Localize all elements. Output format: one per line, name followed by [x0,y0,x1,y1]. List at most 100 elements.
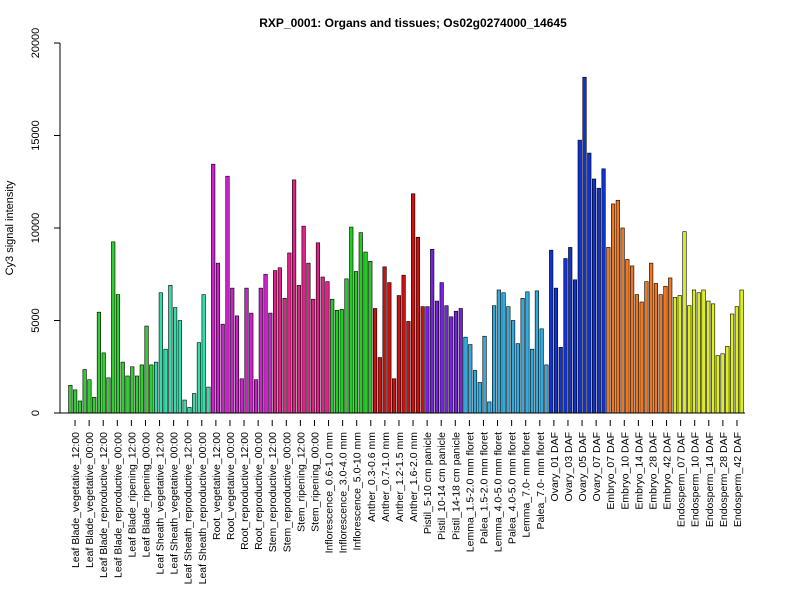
x-tick-label: Root_vegetative_00:00 [225,432,237,540]
bar [144,325,149,414]
bar [120,361,125,414]
x-tick-label: Inflorescence_3.0-4.0 mm [338,432,350,554]
bar [706,300,711,414]
bar [496,289,501,414]
bar [77,400,82,414]
bar [363,251,368,414]
x-tick-label: Palea_4.0-5.0 mm floret [507,432,519,544]
x-tick-label: Embryo_14 DAF [633,432,645,510]
bar [249,312,254,414]
y-tick-label: 20000 [30,28,42,59]
y-axis: 0 5000 10000 15000 20000 [30,28,61,416]
x-tick-label: Embryo_10 DAF [619,432,631,510]
bar [115,294,121,414]
bar [306,262,311,414]
x-tick-label: Inflorescence_0.6-1.0 mm [324,432,336,554]
x-tick-label: Lemma_7.0- mm floret [521,432,533,538]
bar [630,265,635,414]
bar [344,278,349,414]
bar [687,305,692,414]
bar [296,285,301,414]
x-tick-label: Palea_1.5-2.0 mm floret [478,432,490,544]
bar [315,242,320,414]
bar [611,203,616,414]
bar [701,289,706,414]
bar [392,378,397,414]
bar [163,348,168,414]
bar [625,259,630,414]
bar [154,361,159,414]
bar [173,307,178,414]
x-tick-label: Leaf Blade_reproductive_00:00 [112,432,124,578]
bar [68,384,73,414]
bar [506,306,511,414]
bar [73,389,78,414]
bar [472,370,478,414]
bar [211,163,216,414]
bar [320,276,325,414]
bar [682,231,687,414]
x-tick-label: Ovary_03 DAF [563,432,575,501]
bar [668,277,673,414]
y-tick-label: 0 [30,410,42,416]
bar [206,386,211,414]
bar [596,187,601,414]
bar [287,252,292,414]
bar [658,294,663,414]
bar [463,336,468,414]
bar [387,282,392,414]
bar [672,297,678,414]
bar [277,267,282,414]
bar [292,179,297,414]
bar [87,379,92,414]
x-tick-label: Lemma_1.5-2.0 mm floret [464,432,476,552]
bar [539,328,544,414]
bar [582,76,587,414]
bar [372,308,378,414]
bar [263,273,268,414]
x-tick-label: Leaf Sheath_vegetative_12:00 [155,432,167,575]
bar [520,297,525,414]
bar [101,352,106,414]
x-axis: Leaf Blade_vegetative_12:00 Leaf Blade_ve… [60,412,745,584]
bar [525,291,530,414]
x-tick-label: Pistil_10-14 cm panicle [436,432,448,540]
x-tick-label: Endosperm_07 DAF [676,432,688,527]
bar [258,287,263,414]
bar [368,260,373,414]
x-tick-label: Endosperm_10 DAF [690,432,702,527]
bar [644,281,649,414]
bar [453,310,459,414]
x-tick-label: Endosperm_42 DAF [732,432,744,527]
bar [572,279,578,414]
bar [420,306,425,414]
x-tick-label: Inflorescence_5.0-10 mm [352,432,364,551]
bar [563,258,568,414]
chart-title: RXP_0001: Organs and tissues; Os02g02740… [259,16,567,30]
x-tick-label: Endosperm_28 DAF [718,432,730,527]
bar [382,266,387,414]
x-tick-label: Stem_reproductive_00:00 [281,432,293,552]
x-tick-label: Embryo_42 DAF [662,432,674,510]
bar [201,294,206,414]
x-tick-label: Pistil_5-10 cm panicle [422,432,434,534]
bar [558,347,563,414]
bar [244,287,249,414]
bar [134,375,140,414]
bar [501,292,506,414]
x-tick-label: Pistil_14-18 cm panicle [450,432,462,540]
y-axis-label: Cy3 signal intensity [4,180,16,275]
x-tick-label: Root_reproductive_00:00 [253,432,265,550]
bar [158,292,163,414]
bar [268,312,273,414]
bar [492,305,497,414]
bar [482,335,487,414]
x-tick-label: Anther_1.6-2.0 mm [408,432,420,522]
bar [477,382,482,414]
bar [511,320,516,414]
bar [468,344,473,414]
bar [234,315,240,414]
bar [487,401,492,414]
bar [239,378,244,414]
